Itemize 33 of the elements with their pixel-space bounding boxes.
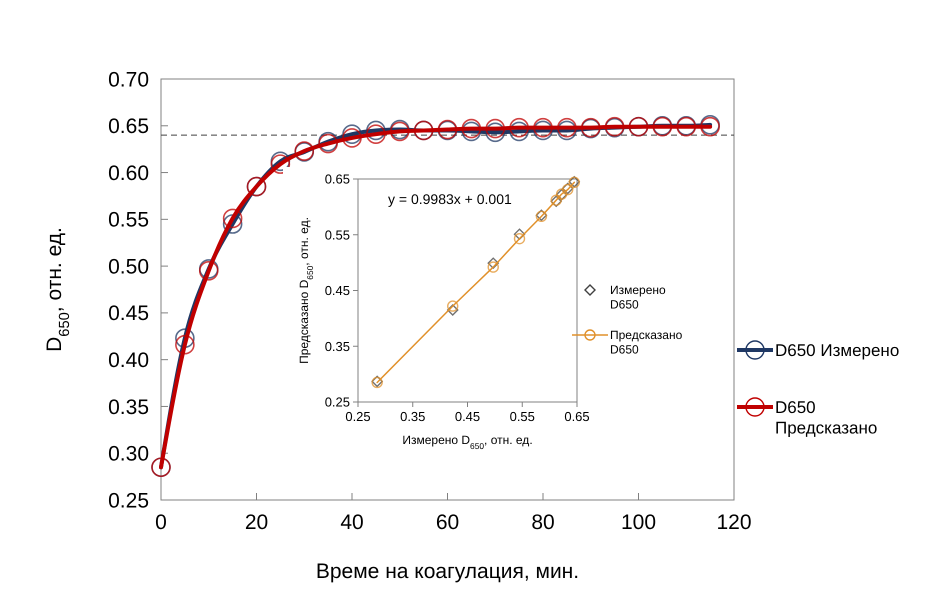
y-tick-label: 0.65 <box>324 172 350 187</box>
y-tick-label: 0.55 <box>324 227 350 242</box>
x-tick-label: 60 <box>436 511 460 534</box>
legend-label: Измерено D650 <box>610 283 666 312</box>
y-tick-label: 0.40 <box>108 349 149 372</box>
x-tick-label: 0.25 <box>345 409 371 424</box>
x-tick-label: 100 <box>620 511 656 534</box>
x-axis-title: Измерено D$_{650}$, отн. ед. <box>402 433 533 451</box>
y-tick-label: 0.25 <box>108 489 149 512</box>
y-tick-label: 0.30 <box>108 442 149 466</box>
x-tick-label: 40 <box>340 511 364 534</box>
x-tick-label: 80 <box>531 511 555 534</box>
y-tick-label: 0.35 <box>324 338 350 354</box>
x-tick-label: 0 <box>155 511 167 534</box>
y-tick-label: 0.65 <box>108 115 149 138</box>
x-tick-label: 0.45 <box>454 409 480 424</box>
annotation: y = 0.9983x + 0.001 <box>388 191 512 207</box>
y-tick-label: 0.70 <box>108 68 149 92</box>
y-tick-label: 0.55 <box>108 208 149 232</box>
x-tick-label: 0.65 <box>564 409 590 424</box>
legend-label: Предсказано D650 <box>610 328 683 357</box>
x-tick-label: 0.55 <box>510 409 535 424</box>
x-tick-label: 20 <box>244 511 268 534</box>
x-tick-label: 120 <box>716 511 752 534</box>
y-tick-label: 0.45 <box>108 302 149 326</box>
legend-label: D650 Предсказано <box>775 398 878 438</box>
legend-label: D650 Измерено <box>775 340 900 360</box>
x-tick-label: 0.35 <box>400 409 426 424</box>
y-tick-label: 0.25 <box>324 394 350 410</box>
y-tick-label: 0.50 <box>108 255 149 278</box>
x-axis-title: Време на коагулация, мин. <box>316 560 580 583</box>
y-tick-label: 0.45 <box>324 283 350 298</box>
y-tick-label: 0.60 <box>108 162 149 185</box>
